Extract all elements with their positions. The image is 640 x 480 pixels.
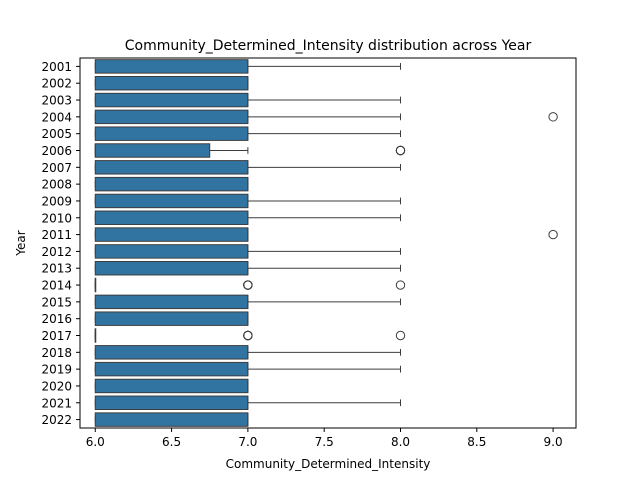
box-rect-2005	[94, 126, 249, 141]
y-axis: 2001 2002 2003 2004 2005 2006 2007 2008 2009 2010…	[41, 60, 80, 427]
y-tick-label-2020: 2020	[41, 379, 72, 393]
y-tick-label-2019: 2019	[41, 363, 72, 377]
y-tick-label-2004: 2004	[41, 110, 72, 124]
chart-marks	[94, 59, 558, 427]
y-tick-label-2014: 2014	[41, 279, 72, 293]
box-rect-2002	[94, 76, 249, 91]
box-2006	[94, 143, 406, 158]
box-2021	[94, 395, 401, 410]
y-axis-label: Year	[14, 230, 28, 256]
y-tick-label-2013: 2013	[41, 262, 72, 276]
y-tick-label-2012: 2012	[41, 245, 72, 259]
box-rect-2015	[94, 294, 249, 310]
box-2002	[94, 76, 249, 91]
box-2018	[94, 345, 401, 360]
box-2001	[94, 59, 401, 74]
box-rect-2021	[94, 395, 249, 410]
x-tick-label-6.5: 6.5	[162, 435, 181, 449]
box-2010	[94, 210, 401, 226]
box-2013	[94, 261, 401, 276]
flier-2006-2	[395, 145, 406, 156]
box-rect-2006	[94, 143, 211, 158]
box-rect-2013	[94, 261, 249, 276]
box-rect-2019	[94, 361, 249, 377]
flier-2017-3	[243, 330, 253, 341]
x-tick-label-9.0: 9.0	[544, 435, 563, 449]
y-tick-label-2008: 2008	[41, 178, 72, 192]
y-tick-label-2015: 2015	[41, 295, 72, 309]
y-tick-label-2010: 2010	[41, 211, 72, 225]
box-2019	[94, 361, 401, 377]
flier-2011-0	[548, 229, 558, 240]
y-tick-label-2001: 2001	[41, 60, 72, 74]
y-tick-label-2006: 2006	[41, 144, 72, 158]
box-2022	[94, 412, 249, 427]
box-2009	[94, 193, 401, 209]
x-tick-label-7.5: 7.5	[315, 435, 334, 449]
flier-2014-4	[395, 280, 406, 290]
box-2011	[94, 227, 558, 242]
flier-2004-0	[548, 112, 558, 122]
y-tick-label-2009: 2009	[41, 194, 72, 208]
box-rect-2012	[94, 244, 249, 259]
x-axis-label: Community_Determined_Intensity	[226, 457, 431, 471]
x-axis: 6.0 6.5 7.0 7.5 8.0 8.5 9.0	[86, 428, 563, 449]
box-2007	[94, 160, 401, 175]
box-rect-2011	[94, 227, 249, 242]
box-rect-2008	[94, 176, 249, 192]
y-tick-label-2017: 2017	[41, 329, 72, 343]
y-tick-label-2021: 2021	[41, 396, 72, 410]
y-tick-label-2011: 2011	[41, 228, 72, 242]
box-rect-2020	[94, 378, 249, 394]
box-rect-2010	[94, 210, 249, 226]
box-2003	[94, 92, 401, 108]
y-tick-label-2007: 2007	[41, 161, 72, 175]
box-2004	[94, 109, 558, 125]
box-2005	[94, 126, 401, 141]
box-2016	[94, 311, 249, 326]
box-2020	[94, 378, 249, 394]
y-tick-label-2005: 2005	[41, 127, 72, 141]
x-tick-label-6.0: 6.0	[86, 435, 105, 449]
y-tick-label-2003: 2003	[41, 94, 72, 108]
box-rect-2022	[94, 412, 249, 427]
x-tick-label-7.0: 7.0	[238, 435, 257, 449]
y-tick-label-2016: 2016	[41, 312, 72, 326]
y-tick-label-2002: 2002	[41, 77, 72, 91]
x-tick-label-8.5: 8.5	[467, 435, 486, 449]
box-rect-2018	[94, 345, 249, 360]
plot-frame	[79, 57, 577, 429]
box-2012	[94, 244, 401, 259]
chart-title: Community_Determined_Intensity distribut…	[125, 38, 532, 54]
box-2008	[94, 176, 249, 192]
box-2014	[94, 277, 406, 293]
x-tick-label-8.0: 8.0	[391, 435, 410, 449]
box-rect-2001	[94, 59, 249, 74]
box-rect-2004	[94, 109, 249, 125]
flier-2017-4	[395, 330, 406, 341]
y-tick-label-2022: 2022	[41, 413, 72, 427]
flier-2014-3	[243, 280, 253, 290]
box-2015	[94, 294, 401, 310]
box-2017	[94, 328, 406, 343]
y-tick-label-2018: 2018	[41, 346, 72, 360]
box-rect-2009	[94, 193, 249, 209]
box-rect-2007	[94, 160, 249, 175]
box-rect-2003	[94, 92, 249, 108]
box-rect-2016	[94, 311, 249, 326]
